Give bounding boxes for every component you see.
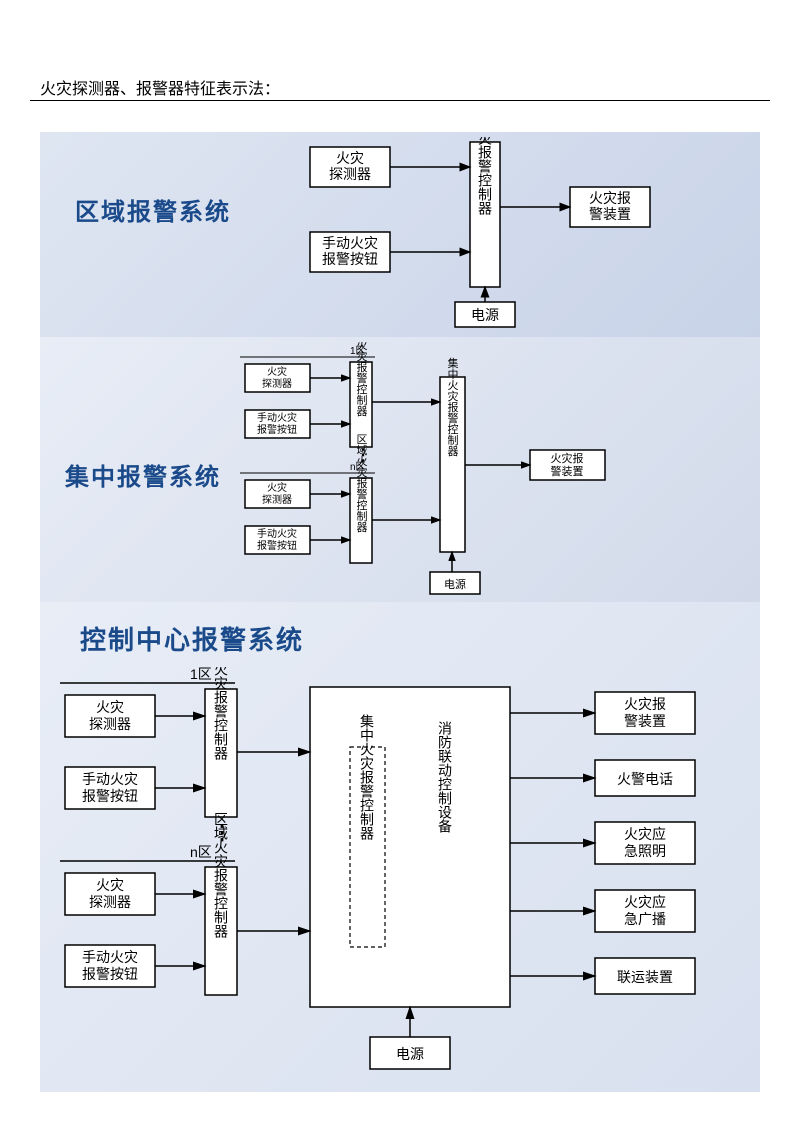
p3-out5: 联运装置 <box>617 969 673 985</box>
p2-manual1: 手动火灾报警按钮 <box>257 411 297 436</box>
page-title: 火灾探测器、报警器特征表示法： <box>40 75 280 99</box>
node-ctrl: 区域火灾报警控制器 <box>477 137 493 215</box>
node-manual: 手动火灾报警按钮 <box>322 235 378 267</box>
p3-zc1: 区域火灾报警控制器 <box>213 667 229 760</box>
diagram-centralized-alarm: 集中报警系统 1区 火灾探测器 手动火灾报警按钮 区域火灾报警控制器 ⋮ n区 … <box>40 337 760 602</box>
p3-man1: 手动火灾报警按钮 <box>82 771 138 804</box>
panel1-title: 区域报警系统 <box>75 192 231 227</box>
p3-zonen: n区 <box>190 844 212 860</box>
p3-zc2: 区域火灾报警控制器 <box>213 812 229 938</box>
p2-manual2: 手动火灾报警按钮 <box>257 527 297 552</box>
p2-zonectrl2: 区域火灾报警控制器 <box>355 434 368 534</box>
panel1-svg: 火灾探测器 手动火灾报警按钮 区域火灾报警控制器 火灾报警装置 电源 <box>270 137 750 332</box>
p3-out2: 火警电话 <box>617 771 673 787</box>
p3-power: 电源 <box>396 1046 424 1062</box>
p2-power: 电源 <box>444 577 466 591</box>
p3-out1: 火灾报警装置 <box>624 696 666 729</box>
p3-link: 消防联动控制设备 <box>437 721 453 833</box>
p2-out: 火灾报警装置 <box>551 451 584 478</box>
p3-man2: 手动火灾报警按钮 <box>82 949 138 982</box>
diagram-zone-alarm: 区域报警系统 火灾探测器 手动火灾报警按钮 区域火灾报警控制器 火灾报警装置 电… <box>40 132 760 337</box>
p2-zonectrl1: 区域火灾报警控制器 <box>355 342 368 417</box>
panel3-title: 控制中心报警系统 <box>80 620 304 657</box>
header-rule <box>30 100 770 101</box>
p3-out4: 火灾应急广播 <box>624 894 666 927</box>
panel2-title: 集中报警系统 <box>65 457 221 492</box>
p3-cent: 集中火灾报警控制器 <box>359 713 375 840</box>
node-power: 电源 <box>471 307 499 323</box>
p3-zone1: 1区 <box>190 667 212 682</box>
p2-centctrl: 集中火灾报警控制器 <box>446 356 459 457</box>
panel2-svg: 1区 火灾探测器 手动火灾报警按钮 区域火灾报警控制器 ⋮ n区 火灾探测器 手… <box>230 342 760 602</box>
panel3-svg: 1区 火灾探测器 手动火灾报警按钮 区域火灾报警控制器 ⋮ n区 火灾探测器 手… <box>50 667 750 1087</box>
node-out: 火灾报警装置 <box>589 190 631 222</box>
diagram-control-center-alarm: 控制中心报警系统 1区 火灾探测器 手动火灾报警按钮 区域火灾报警控制器 ⋮ n… <box>40 602 760 1092</box>
p3-out3: 火灾应急照明 <box>624 826 666 859</box>
